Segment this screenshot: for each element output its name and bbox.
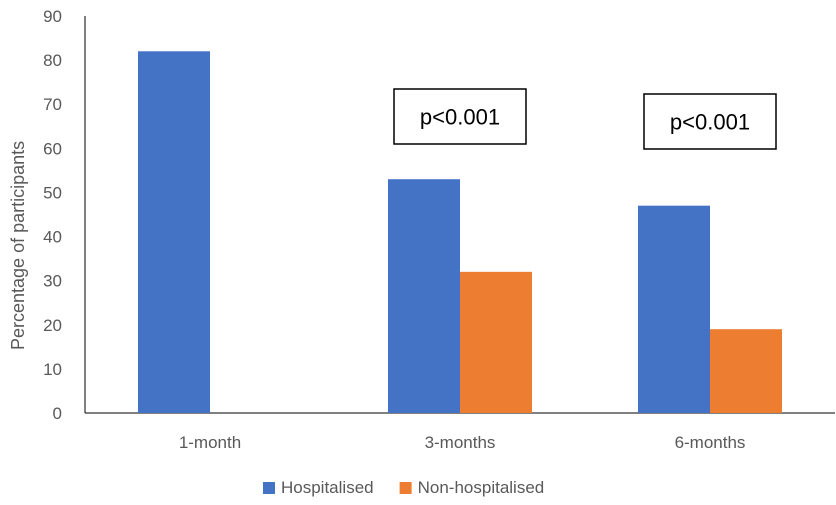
y-axis-ticks: 0 10 20 30 40 50 60 70 80 90 [43,7,62,423]
y-tick-label: 60 [43,139,62,158]
annotations-group: p<0.001 p<0.001 [393,88,777,150]
y-tick-label: 20 [43,316,62,335]
bars-group [138,51,782,414]
legend-swatch [399,482,412,494]
y-tick-label: 80 [43,51,62,70]
p-value-text: p<0.001 [420,105,500,130]
y-tick-label: 40 [43,228,62,247]
p-value-box [643,93,777,150]
bar-hospitalised-3-months [388,179,460,413]
x-axis-ticks: 1-month 3-months 6-months [179,433,746,452]
x-tick-label: 3-months [425,433,496,452]
bar-hospitalised-6-months [638,205,710,413]
bar-non-hospitalised-6-months [710,329,782,413]
legend: Hospitalised Non-hospitalised [263,478,544,497]
y-axis-label: Percentage of participants [8,141,28,350]
bar-hospitalised-1-month [138,51,210,414]
y-tick-label: 10 [43,360,62,379]
x-tick-label: 6-months [675,433,746,452]
x-tick-label: 1-month [179,433,241,452]
legend-label: Non-hospitalised [418,478,545,497]
y-tick-label: 0 [53,404,62,423]
legend-label: Hospitalised [281,478,374,497]
legend-swatch [263,482,275,494]
y-tick-label: 70 [43,95,62,114]
y-tick-label: 30 [43,272,62,291]
y-tick-label: 90 [43,7,62,26]
p-value-text: p<0.001 [670,110,750,135]
bar-non-hospitalised-3-months [460,271,532,413]
y-tick-label: 50 [43,183,62,202]
p-value-box [393,88,527,145]
